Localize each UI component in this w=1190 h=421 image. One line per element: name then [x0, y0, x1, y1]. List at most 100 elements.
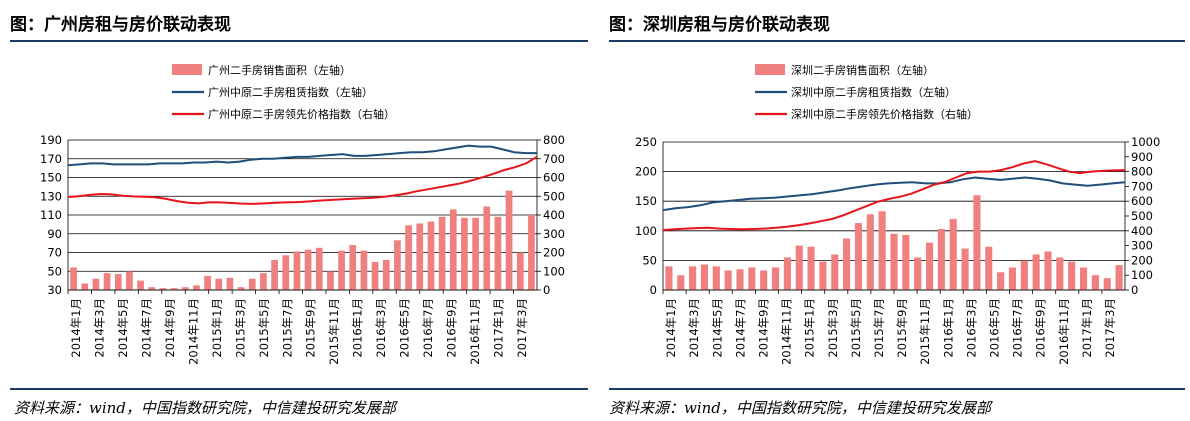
title-rule [10, 40, 588, 42]
x-axis-tick-label: 2014年11月 [780, 298, 794, 365]
sales-area-bar [783, 257, 791, 290]
right-axis-tick-label: 700 [543, 152, 565, 166]
x-axis-tick-label: 2014年5月 [116, 298, 130, 358]
sales-area-bar [148, 287, 156, 290]
x-axis-tick-label: 2015年11月 [327, 298, 341, 365]
sales-area-bar [304, 249, 312, 290]
legend-label: 深圳中原二手房领先价格指数（右轴） [791, 107, 978, 121]
right-axis-tick-label: 400 [543, 208, 565, 222]
sales-area-bar [103, 273, 111, 290]
sales-area-bar [193, 285, 200, 290]
sales-area-bar [137, 280, 144, 290]
sales-area-bar [360, 250, 368, 290]
x-axis-tick-label: 2015年7月 [280, 298, 294, 358]
sales-area-bar [937, 229, 945, 290]
sales-area-bar [159, 288, 167, 290]
sales-area-bar [1056, 257, 1064, 290]
legend-label: 广州中原二手房领先价格指数（右轴） [208, 107, 395, 121]
sales-area-bar [427, 221, 435, 290]
right-axis-tick-label: 0 [543, 283, 550, 297]
sales-area-bar [1079, 267, 1088, 290]
x-axis-tick-label: 2016年3月 [374, 298, 388, 358]
left-axis-tick-label: 50 [642, 253, 657, 267]
sales-area-bar [807, 246, 815, 290]
sales-area-bar [416, 223, 424, 290]
sales-area-bar [461, 217, 468, 290]
x-axis-tick-label: 2015年9月 [895, 298, 909, 358]
right-axis-tick-label: 700 [1131, 179, 1153, 193]
x-axis-tick-label: 2017年3月 [1103, 298, 1117, 358]
x-axis-tick-label: 2015年7月 [872, 298, 886, 358]
legend-label: 广州中原二手房租赁指数（左轴） [208, 85, 373, 99]
sales-area-bar [315, 247, 323, 290]
x-axis-tick-label: 2016年5月 [988, 298, 1002, 358]
sales-area-bar [819, 261, 827, 290]
sales-area-bar [248, 278, 256, 290]
right-axis-tick-label: 1000 [1131, 135, 1160, 149]
sales-area-bar [997, 272, 1005, 290]
shenzhen-chart-title: 图：深圳房租与房价联动表现 [609, 15, 830, 35]
right-axis-tick-label: 400 [1131, 224, 1153, 238]
sales-area-bar [736, 269, 744, 290]
sales-area-bar [438, 216, 446, 290]
sales-area-bar [914, 257, 922, 290]
sales-area-bar [866, 214, 874, 290]
sales-area-bar [126, 271, 133, 290]
sales-area-bar [81, 283, 89, 290]
sales-area-bar [92, 278, 100, 290]
x-axis-tick-label: 2014年3月 [93, 298, 107, 358]
sales-area-bar [338, 250, 345, 290]
sales-area-bar [1032, 254, 1040, 290]
x-axis-tick-label: 2016年1月 [351, 298, 365, 358]
sales-area-bar [748, 267, 756, 290]
sales-area-bar [1044, 251, 1052, 290]
sales-area-bar [215, 278, 223, 290]
x-axis-tick-label: 2016年5月 [398, 298, 412, 358]
sales-area-bar [677, 275, 685, 290]
right-axis-tick-label: 200 [1131, 253, 1153, 267]
sales-area-bar [382, 260, 390, 290]
guangzhou-chart-title: 图：广州房租与房价联动表现 [10, 15, 231, 35]
x-axis-tick-label: 2016年9月 [444, 298, 458, 358]
x-axis-tick-label: 2014年11月 [187, 298, 201, 365]
x-axis-tick-label: 2015年3月 [233, 298, 247, 358]
left-axis-tick-label: 170 [40, 152, 62, 166]
x-axis-tick-label: 2015年3月 [826, 298, 840, 358]
x-axis-tick-label: 2014年9月 [757, 298, 771, 358]
x-axis-tick-label: 2016年11月 [468, 298, 482, 365]
sales-area-bar [973, 195, 981, 290]
sales-area-bar [282, 255, 290, 290]
right-axis-tick-label: 0 [1131, 283, 1138, 297]
sales-area-bar [114, 274, 122, 290]
right-axis-tick-label: 600 [1131, 194, 1153, 208]
right-axis-tick-label: 600 [543, 171, 565, 185]
sales-area-bar [961, 248, 969, 290]
legend-label: 深圳二手房销售面积（左轴） [791, 63, 934, 77]
x-axis-tick-label: 2014年3月 [687, 298, 701, 358]
left-axis-tick-label: 190 [40, 133, 62, 147]
source-rule [609, 388, 1185, 390]
sales-area-bar [890, 233, 898, 290]
sales-area-bar [724, 270, 732, 290]
price-index-line [662, 160, 1126, 232]
title-rule [609, 40, 1185, 42]
sales-area-bar [689, 266, 697, 290]
x-axis-tick-label: 2014年7月 [733, 298, 747, 358]
legend-label: 广州二手房销售面积（左轴） [208, 63, 351, 77]
right-axis-tick-label: 800 [1131, 165, 1153, 179]
sales-area-bar [371, 261, 379, 290]
sales-area-bar [878, 211, 886, 290]
shenzhen-chart: 深圳二手房销售面积（左轴） 深圳中原二手房租赁指数（左轴） 深圳中原二手房领先价格指… [635, 63, 1160, 365]
guangzhou-chart: 广州二手房销售面积（左轴） 广州中原二手房租赁指数（左轴） 广州中原二手房领先价格指… [40, 63, 565, 365]
x-axis-tick-label: 2015年5月 [257, 298, 271, 358]
sales-area-bar [226, 277, 234, 290]
left-axis-tick-label: 200 [635, 165, 657, 179]
price-index-line [67, 156, 538, 205]
right-axis-tick-label: 500 [543, 189, 565, 203]
sales-area-bar [394, 240, 401, 290]
sales-area-bar [327, 271, 334, 290]
sales-area-bar [472, 217, 479, 290]
right-axis-tick-label: 300 [543, 227, 565, 241]
x-axis-tick-label: 2014年5月 [710, 298, 724, 358]
left-axis-tick-label: 150 [635, 194, 657, 208]
